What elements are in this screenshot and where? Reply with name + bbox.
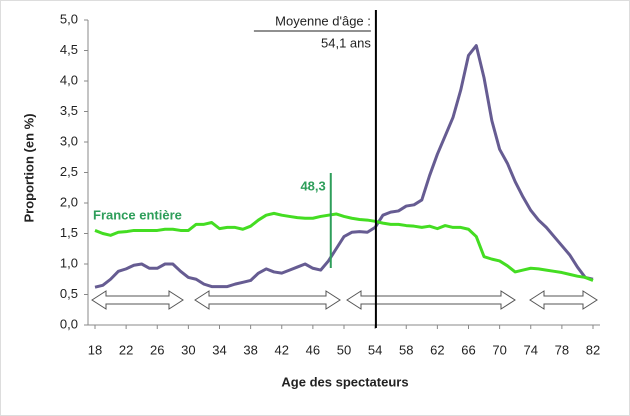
series-line: [94, 211, 594, 282]
x-axis-label: Age des spectateurs: [281, 374, 408, 389]
y-tick-label: 0,5: [60, 286, 78, 301]
y-tick-label: 0,0: [60, 316, 78, 331]
mean-age-value: 54,1 ans: [321, 35, 371, 50]
y-tick-label: 3,5: [60, 103, 78, 118]
x-tick-label: 74: [524, 342, 538, 357]
x-tick-label: 46: [306, 342, 320, 357]
series-line: [94, 44, 594, 289]
x-tick-label: 26: [150, 342, 164, 357]
x-tick-label: 70: [492, 342, 506, 357]
range-arrow: [194, 290, 341, 310]
x-tick-label: 18: [88, 342, 102, 357]
x-tick-label: 54: [368, 342, 382, 357]
x-tick-label: 62: [430, 342, 444, 357]
france-mean-label: 48,3: [300, 178, 325, 193]
y-tick-label: 2,0: [60, 194, 78, 209]
x-tick-label: 22: [119, 342, 133, 357]
x-tick-label: 58: [399, 342, 413, 357]
y-tick-label: 5,0: [60, 11, 78, 26]
x-tick-label: 50: [337, 342, 351, 357]
x-tick-label: 42: [275, 342, 289, 357]
mean-age-label: Moyenne d'âge :: [275, 13, 371, 28]
x-tick-label: 30: [181, 342, 195, 357]
y-tick-label: 4,0: [60, 72, 78, 87]
x-tick-label: 82: [586, 342, 600, 357]
y-tick-label: 1,0: [60, 255, 78, 270]
y-tick-label: 3,0: [60, 133, 78, 148]
range-arrow: [529, 290, 598, 310]
y-tick-label: 1,5: [60, 225, 78, 240]
x-tick-label: 66: [461, 342, 475, 357]
x-tick-label: 38: [243, 342, 257, 357]
series-label: France entière: [93, 207, 182, 222]
range-arrow: [346, 290, 516, 310]
x-tick-label: 34: [212, 342, 226, 357]
x-tick-label: 78: [555, 342, 569, 357]
y-axis-label: Proportion (en %): [21, 113, 36, 222]
y-tick-label: 4,5: [60, 42, 78, 57]
range-arrow: [91, 290, 184, 310]
y-tick-label: 2,5: [60, 164, 78, 179]
